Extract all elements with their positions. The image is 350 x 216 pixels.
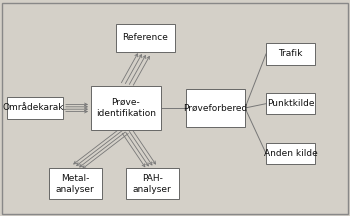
Bar	[266, 43, 315, 65]
Text: Metal-
analyser: Metal- analyser	[56, 173, 94, 194]
Text: Anden kilde: Anden kilde	[264, 149, 317, 158]
Bar	[116, 24, 175, 52]
Text: Trafik: Trafik	[278, 49, 303, 59]
Text: Reference: Reference	[122, 33, 168, 42]
Text: Prøveforbered: Prøveforbered	[183, 103, 247, 113]
Text: Punktkilde: Punktkilde	[267, 99, 314, 108]
Text: PAH-
analyser: PAH- analyser	[133, 173, 172, 194]
Bar	[49, 168, 102, 199]
Bar	[266, 143, 315, 164]
Text: Prøve-
identifikation: Prøve- identifikation	[96, 98, 156, 118]
Bar	[266, 93, 315, 114]
Bar	[91, 86, 161, 130]
Text: Områdekarak.: Områdekarak.	[3, 103, 67, 113]
Bar	[186, 89, 245, 127]
Bar	[7, 97, 63, 119]
Bar	[126, 168, 178, 199]
